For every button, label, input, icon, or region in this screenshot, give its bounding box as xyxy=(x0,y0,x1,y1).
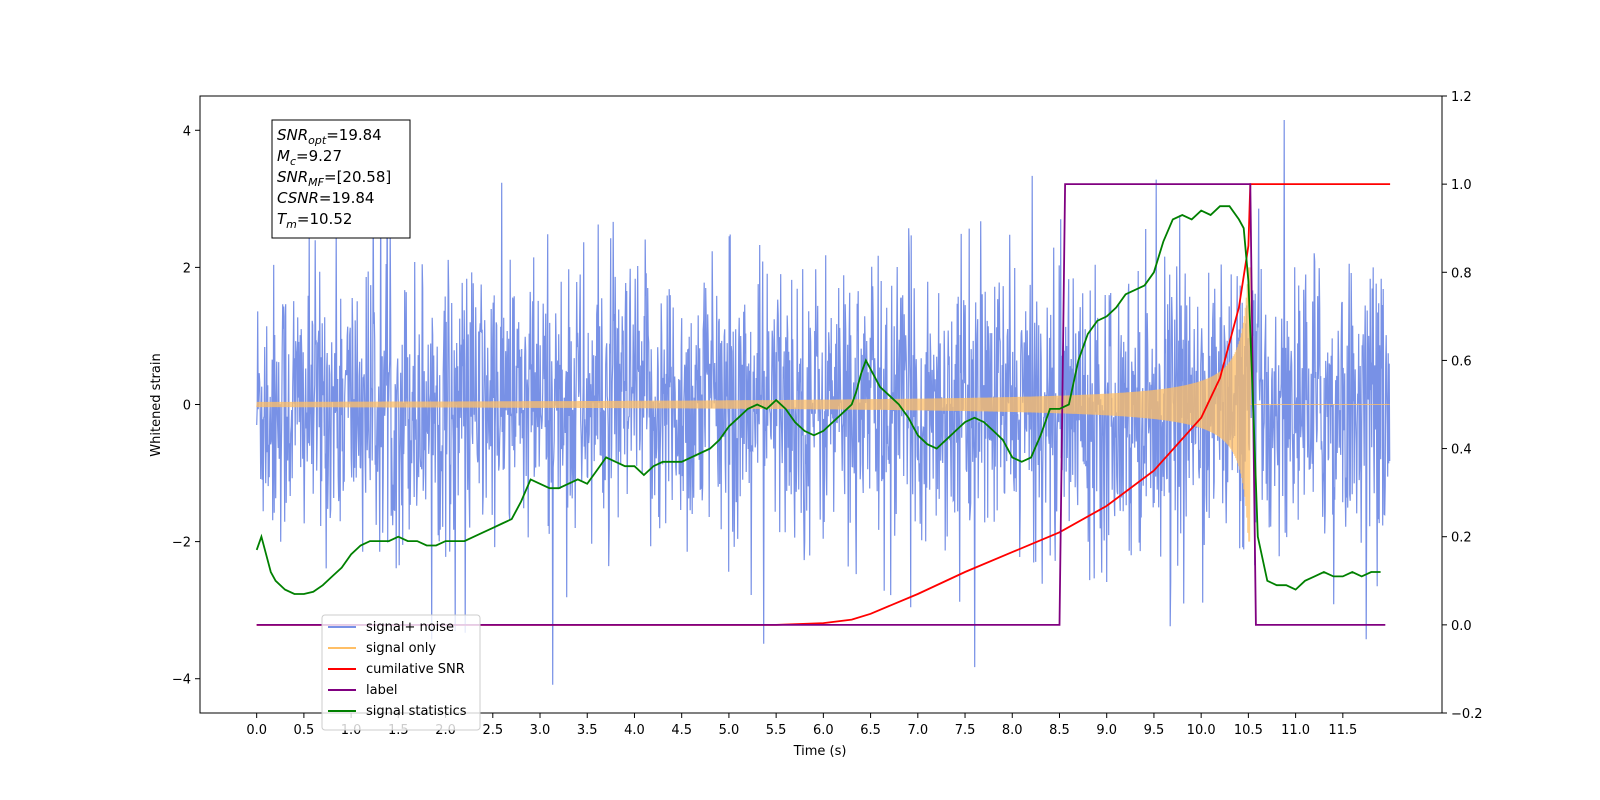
y-tick-label: 0 xyxy=(183,399,191,414)
y2-tick-label: 0.2 xyxy=(1451,531,1472,546)
y2-tick-label: −0.2 xyxy=(1451,707,1483,722)
annotation-line: CSNR=19.84 xyxy=(277,189,374,207)
x-tick-label: 0.5 xyxy=(294,723,315,738)
annotation-line: Tm=10.52 xyxy=(277,210,352,231)
series-line-signal-only xyxy=(256,267,1390,542)
x-tick-label: 11.5 xyxy=(1328,723,1357,738)
legend-label: signal statistics xyxy=(366,704,467,719)
x-tick-label: 4.5 xyxy=(671,723,692,738)
x-tick-label: 3.5 xyxy=(577,723,598,738)
y2-tick-label: 0.8 xyxy=(1451,266,1472,281)
y2-tick-label: 0.0 xyxy=(1451,619,1472,634)
legend-frame xyxy=(321,614,481,731)
x-tick-label: 3.0 xyxy=(530,723,551,738)
x-tick-label: 11.0 xyxy=(1281,723,1310,738)
x-tick-label: 7.5 xyxy=(955,723,976,738)
series-line-label xyxy=(256,183,1386,626)
y2-tick-label: 0.4 xyxy=(1451,443,1472,458)
y2-tick-label: 1.2 xyxy=(1451,90,1472,105)
x-tick-label: 6.0 xyxy=(813,723,834,738)
y-tick-label: −4 xyxy=(172,673,191,688)
series-line-signal-statistics xyxy=(255,205,1381,595)
annotation-line: SNRMF=[20.58] xyxy=(277,168,391,189)
annotation-box: SNRopt=19.84Mc=9.27SNRMF=[20.58]CSNR=19.… xyxy=(271,119,411,239)
y-tick-label: −2 xyxy=(172,536,191,551)
x-tick-label: 6.5 xyxy=(860,723,881,738)
x-tick-label: 10.5 xyxy=(1234,723,1263,738)
y-axis-label: Whitened strain xyxy=(149,353,164,456)
legend-label: signal+ noise xyxy=(366,620,454,635)
annotation-line: Mc=9.27 xyxy=(277,147,342,168)
x-tick-label: 10.0 xyxy=(1187,723,1216,738)
legend-label: signal only xyxy=(366,641,436,656)
annotation-line: SNRopt=19.84 xyxy=(277,126,382,147)
x-tick-label: 9.5 xyxy=(1144,723,1165,738)
x-tick-label: 5.0 xyxy=(719,723,740,738)
x-axis-label: Time (s) xyxy=(793,744,847,759)
y2-tick-label: 0.6 xyxy=(1451,354,1472,369)
x-tick-label: 5.5 xyxy=(766,723,787,738)
x-tick-label: 0.0 xyxy=(246,723,267,738)
y-tick-label: 4 xyxy=(183,124,191,139)
x-tick-label: 2.5 xyxy=(482,723,503,738)
x-tick-label: 7.0 xyxy=(907,723,928,738)
x-tick-label: 8.5 xyxy=(1049,723,1070,738)
y-tick-label: 2 xyxy=(183,261,191,276)
x-tick-label: 9.0 xyxy=(1096,723,1117,738)
y2-tick-label: 1.0 xyxy=(1451,178,1472,193)
x-tick-label: 4.0 xyxy=(624,723,645,738)
annotation-frame xyxy=(271,119,411,239)
series-line-signal-noise xyxy=(256,119,1391,685)
legend-label: label xyxy=(366,683,397,698)
legend-label: cumilative SNR xyxy=(366,662,465,677)
plot-frame xyxy=(199,95,1443,714)
x-tick-label: 8.0 xyxy=(1002,723,1023,738)
legend[interactable]: signal+ noise signal only cumilative SNR la… xyxy=(321,614,481,731)
